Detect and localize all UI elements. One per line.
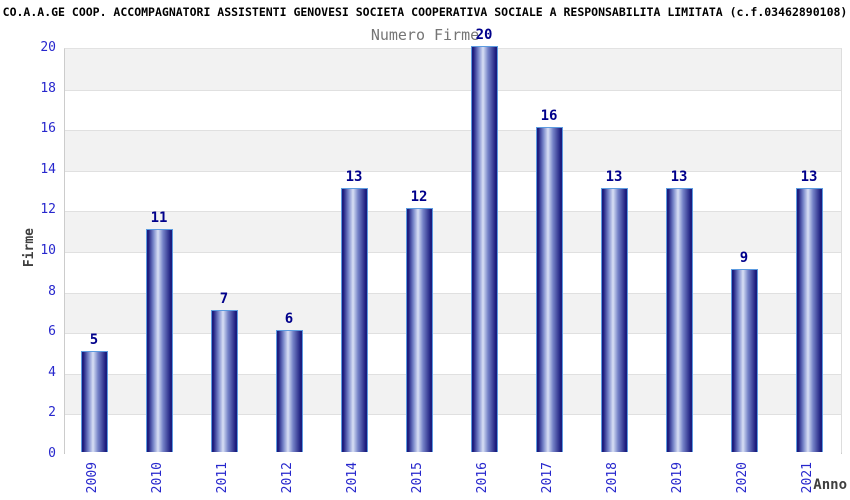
gridline [65, 333, 841, 335]
x-tick-label: 2009 [85, 462, 100, 494]
plot-band [65, 130, 841, 171]
y-tick-label: 6 [48, 324, 56, 340]
bar-value-label: 11 [150, 209, 168, 226]
bar-2019 [666, 188, 693, 452]
bar-value-label: 13 [800, 169, 818, 186]
y-tick-label: 14 [40, 161, 56, 177]
gridline [65, 292, 841, 294]
x-tick-label: 2010 [150, 462, 165, 494]
y-tick-label: 0 [48, 446, 56, 461]
plot-band [65, 170, 841, 212]
bar-value-label: 13 [345, 169, 363, 186]
bar-2015 [406, 208, 433, 452]
bar-value-label: 6 [284, 311, 294, 328]
bar-2014 [341, 188, 368, 452]
plot-band [65, 252, 841, 293]
bar-2021 [796, 188, 823, 452]
chart-subtitle: Numero Firme [370, 26, 480, 44]
gridline [65, 373, 841, 375]
x-tick-label: 2014 [345, 462, 360, 494]
plot-band [65, 49, 841, 90]
x-tick-label: 2017 [540, 462, 555, 494]
bar-value-label: 16 [540, 108, 558, 125]
gridline [65, 414, 841, 416]
plot-band [65, 211, 841, 252]
y-tick-label: 16 [40, 121, 56, 137]
x-tick-label: 2012 [280, 462, 295, 494]
plot-band [65, 373, 841, 415]
plot-band [65, 414, 841, 455]
y-tick-label: 8 [48, 283, 56, 299]
x-axis-title: Anno [813, 477, 847, 493]
bar-2018 [601, 188, 628, 452]
bar-value-label: 20 [475, 27, 493, 43]
y-tick-label: 12 [40, 202, 56, 218]
bar-2020 [731, 269, 758, 452]
bar-2016 [471, 46, 498, 452]
x-tick-label: 2011 [215, 462, 230, 494]
bar-value-label: 5 [89, 331, 99, 348]
bar-2010 [146, 228, 173, 452]
bar-2012 [276, 330, 303, 452]
plot-band [65, 333, 841, 374]
bar-value-label: 13 [670, 169, 688, 186]
y-axis-title: Firme [22, 228, 37, 268]
bar-2011 [211, 309, 238, 452]
bar-value-label: 13 [605, 169, 623, 186]
gridline [65, 170, 841, 172]
y-tick-label: 18 [40, 80, 56, 96]
x-tick-label: 2018 [605, 462, 620, 494]
gridline [65, 89, 841, 91]
gridline [65, 211, 841, 213]
x-tick-label: 2015 [410, 462, 425, 494]
bar-value-label: 12 [410, 189, 428, 206]
x-tick-label: 2019 [670, 462, 685, 494]
bar-value-label: 9 [739, 250, 749, 267]
y-tick-label: 4 [48, 364, 56, 380]
bar-2009 [81, 350, 108, 452]
x-tick-label: 2020 [735, 462, 750, 494]
y-tick-label: 2 [48, 405, 56, 421]
x-tick-label: 2016 [475, 462, 490, 494]
plot-band [65, 292, 841, 334]
bar-value-label: 7 [219, 290, 229, 307]
y-tick-label: 20 [40, 40, 56, 55]
plot-band [65, 89, 841, 131]
gridline [65, 252, 841, 253]
y-tick-label: 10 [40, 243, 56, 258]
bar-2017 [536, 127, 563, 452]
plot-area: 5 11 7 6 13 12 20 16 13 13 9 13 [64, 28, 842, 455]
gridline [65, 130, 841, 132]
chart-title: CO.A.A.GE COOP. ACCOMPAGNATORI ASSISTENT… [2, 5, 848, 19]
